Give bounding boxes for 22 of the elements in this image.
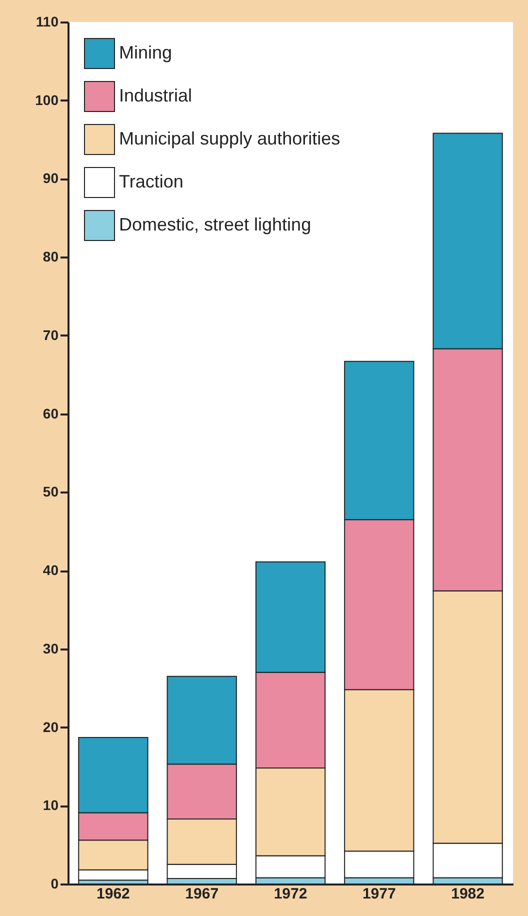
legend-label: Traction [119, 172, 184, 192]
x-tick-label: 1962 [96, 886, 130, 902]
legend-label: Industrial [119, 86, 192, 106]
y-tick-label: 40 [42, 562, 59, 578]
x-tick-label: 1977 [362, 886, 396, 902]
y-tick-label: 10 [42, 797, 59, 814]
y-tick-label: 30 [42, 640, 59, 656]
x-tick-label: 1967 [185, 886, 219, 902]
y-tick-label: 50 [42, 484, 59, 500]
y-tick-label: 90 [42, 170, 59, 186]
legend-label: Domestic, street lighting [119, 214, 312, 234]
y-tick-label: 80 [42, 248, 59, 265]
y-tick-label: 100 [35, 92, 59, 108]
x-tick-label: 1982 [451, 886, 484, 902]
y-tick-label: 20 [42, 718, 59, 735]
y-tick-label: 60 [42, 405, 59, 422]
x-tick-label: 1972 [274, 886, 308, 902]
legend-label: Municipal supply authorities [119, 128, 340, 148]
y-tick-label: 110 [36, 14, 59, 30]
legend-label: Mining [119, 42, 172, 62]
y-tick-label: 70 [42, 326, 59, 343]
y-tick-label: 0 [50, 876, 59, 892]
